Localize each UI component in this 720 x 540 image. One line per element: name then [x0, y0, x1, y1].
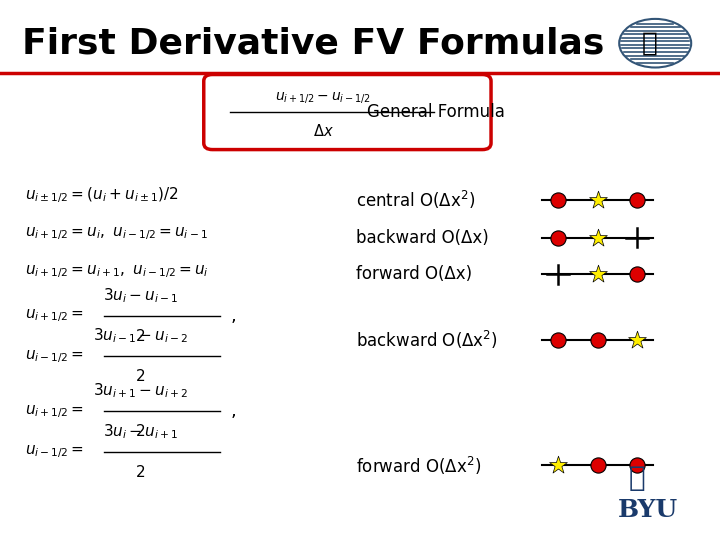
- Text: $u_{i-1/2}$$ =$: $u_{i-1/2}$$ =$: [25, 348, 84, 365]
- Point: [631, 195, 643, 204]
- Text: $u_{i-1/2}$$ =$: $u_{i-1/2}$$ =$: [25, 443, 84, 461]
- Point: [552, 461, 564, 470]
- Text: $3u_{i+1} - u_{i+2}$: $3u_{i+1} - u_{i+2}$: [93, 382, 188, 400]
- Point: [552, 233, 564, 242]
- Text: $3u_i - u_{i+1}$: $3u_i - u_{i+1}$: [103, 422, 178, 441]
- Text: 2: 2: [135, 424, 145, 440]
- Point: [631, 270, 643, 279]
- Point: [592, 461, 603, 470]
- Point: [631, 336, 643, 345]
- Text: First Derivative FV Formulas: First Derivative FV Formulas: [22, 26, 604, 60]
- Text: 2: 2: [135, 329, 145, 344]
- Text: backward O(Δx): backward O(Δx): [356, 228, 489, 247]
- Text: 2: 2: [135, 369, 145, 384]
- Text: $u_{i+1/2}$$ =$: $u_{i+1/2}$$ =$: [25, 307, 84, 325]
- Text: $u_{i+1/2} = u_i,\ u_{i-1/2} = u_{i-1}$: $u_{i+1/2} = u_i,\ u_{i-1/2} = u_{i-1}$: [25, 225, 208, 242]
- Text: $3u_{i-1} - u_{i-2}$: $3u_{i-1} - u_{i-2}$: [93, 327, 188, 345]
- Text: ,: ,: [230, 307, 236, 325]
- Text: 🔥: 🔥: [642, 30, 657, 56]
- Text: forward O(Δx): forward O(Δx): [356, 265, 472, 284]
- Text: BYU: BYU: [618, 497, 678, 522]
- Text: $u_{i+1/2}$$ =$: $u_{i+1/2}$$ =$: [25, 403, 84, 420]
- Point: [552, 336, 564, 345]
- Point: [592, 195, 603, 204]
- Point: [592, 270, 603, 279]
- Text: 🐻: 🐻: [628, 464, 645, 492]
- Text: central O(Δx$^2$): central O(Δx$^2$): [356, 189, 476, 211]
- Text: backward O(Δx$^2$): backward O(Δx$^2$): [356, 329, 498, 351]
- Text: ,: ,: [230, 402, 236, 421]
- Text: $u_{i+1/2} - u_{i-1/2}$: $u_{i+1/2} - u_{i-1/2}$: [275, 91, 371, 106]
- Point: [592, 336, 603, 345]
- Text: $u_{i\pm1/2} = \left(u_i + u_{i\pm1}\right)/2$: $u_{i\pm1/2} = \left(u_i + u_{i\pm1}\rig…: [25, 185, 179, 206]
- Text: $\Delta x$: $\Delta x$: [312, 123, 333, 139]
- Point: [552, 195, 564, 204]
- Text: 2: 2: [135, 465, 145, 480]
- Point: [592, 233, 603, 242]
- FancyBboxPatch shape: [204, 75, 491, 150]
- Text: $u_{i+1/2} = u_{i+1},\ u_{i-1/2} = u_i$: $u_{i+1/2} = u_{i+1},\ u_{i-1/2} = u_i$: [25, 262, 209, 280]
- Text: $3u_i - u_{i-1}$: $3u_i - u_{i-1}$: [103, 286, 178, 305]
- Text: General Formula: General Formula: [367, 103, 505, 121]
- Point: [631, 461, 643, 470]
- Text: forward O(Δx$^2$): forward O(Δx$^2$): [356, 455, 482, 476]
